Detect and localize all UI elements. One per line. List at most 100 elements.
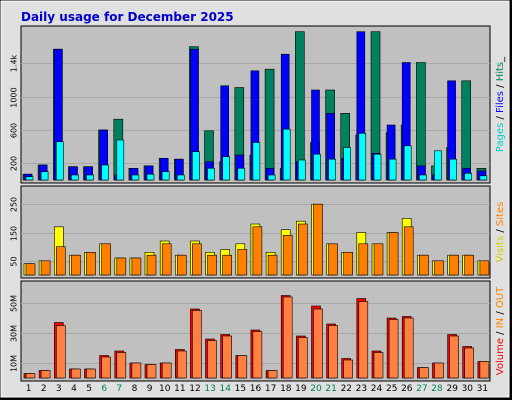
bar-out xyxy=(161,362,172,379)
bar-out xyxy=(131,362,142,379)
panel-hits: 200 600 1000 1.4k Pages / Files / Hits_ xyxy=(10,25,506,184)
axis-label-hits: Pages / Files / Hits_ xyxy=(495,56,506,152)
bar-sites xyxy=(282,235,293,276)
bar-pages xyxy=(192,151,200,181)
bar-out xyxy=(373,352,384,379)
axis-label-part: Sites xyxy=(495,202,506,226)
bar-pages xyxy=(282,128,291,181)
bar-pages xyxy=(101,164,109,181)
axis-label-part: IN xyxy=(495,318,506,328)
bar-out xyxy=(222,335,232,379)
axis-label-part: / xyxy=(495,226,506,236)
bar-hits xyxy=(461,80,472,181)
bar-sites xyxy=(267,254,278,276)
bar-hits xyxy=(264,68,275,181)
bar-sites xyxy=(479,260,490,276)
bar-out xyxy=(101,356,111,379)
day-label: 14 xyxy=(219,384,231,394)
bar-sites xyxy=(449,254,459,276)
tick-label: 200 xyxy=(10,156,19,171)
axis-label-part: Files xyxy=(495,91,506,113)
bar-pages xyxy=(177,174,185,181)
bar-out xyxy=(297,337,308,379)
bar-pages xyxy=(343,147,352,181)
bar-out xyxy=(207,340,217,379)
bar-sites xyxy=(252,226,263,276)
day-label: 30 xyxy=(462,384,474,394)
bar-sites xyxy=(388,232,399,276)
bar-out xyxy=(282,296,293,379)
day-label: 1 xyxy=(26,384,32,394)
series-pages xyxy=(25,128,488,181)
bar-sites xyxy=(403,226,414,276)
bar-pages xyxy=(131,174,140,181)
bar-sites xyxy=(358,243,369,276)
day-label: 3 xyxy=(56,384,62,394)
bar-pages xyxy=(464,173,473,181)
bar-hits xyxy=(416,62,426,181)
bar-sites xyxy=(464,254,475,276)
bar-out xyxy=(55,325,66,379)
bar-pages xyxy=(40,171,49,181)
day-label: 16 xyxy=(250,384,262,394)
day-label: 8 xyxy=(132,384,138,394)
day-label: 23 xyxy=(356,384,367,394)
bar-out xyxy=(358,301,369,379)
panel-volume: 10M 30M 50M Volume / IN / OUT xyxy=(10,280,506,382)
bar-pages xyxy=(161,171,170,181)
tick-label: 1000 xyxy=(10,87,19,107)
bar-out xyxy=(71,368,81,379)
bar-pages xyxy=(237,168,246,181)
bar-pages xyxy=(222,156,230,181)
bar-sites xyxy=(237,249,248,276)
tick-label: 50M xyxy=(10,295,19,312)
day-label: 13 xyxy=(204,384,215,394)
tick-label: 1.4k xyxy=(10,54,19,72)
tick-label: 10M xyxy=(10,355,19,372)
bar-sites xyxy=(40,260,51,276)
bar-sites xyxy=(116,257,127,276)
axis-label-part: Hits xyxy=(495,62,506,81)
bar-pages xyxy=(419,174,427,181)
day-label: 4 xyxy=(71,384,77,394)
day-label: 10 xyxy=(159,384,171,394)
bar-pages xyxy=(55,141,64,181)
chart-title: Daily usage for December 2025 xyxy=(21,10,234,24)
bar-pages xyxy=(86,174,94,181)
day-label: 26 xyxy=(401,384,413,394)
bar-sites xyxy=(222,254,232,276)
bar-out xyxy=(192,310,202,379)
bar-sites xyxy=(434,260,444,276)
bar-out xyxy=(146,364,157,379)
axis-label-part: Pages xyxy=(495,123,506,152)
bar-out xyxy=(267,370,278,379)
bar-pages xyxy=(313,153,321,181)
bar-out xyxy=(40,370,51,379)
day-label: 25 xyxy=(386,384,397,394)
day-label: 2 xyxy=(41,384,47,394)
bar-sites xyxy=(313,203,323,276)
bar-pages xyxy=(71,174,79,181)
bar-out xyxy=(328,325,338,379)
day-label: 31 xyxy=(477,384,488,394)
bar-pages xyxy=(403,145,412,181)
bar-out xyxy=(419,367,429,379)
bar-pages xyxy=(116,139,125,181)
bar-sites xyxy=(328,243,338,276)
bar-out xyxy=(177,350,187,379)
bar-out xyxy=(116,352,127,379)
axis-label-part: _ xyxy=(495,56,506,63)
bar-sites xyxy=(86,252,96,276)
bar-sites xyxy=(343,252,354,276)
day-label: 22 xyxy=(341,384,352,394)
bar-pages xyxy=(449,158,457,181)
bar-out xyxy=(237,355,248,379)
day-label: 19 xyxy=(295,384,307,394)
bar-out xyxy=(86,368,96,379)
day-label: 21 xyxy=(325,384,336,394)
axis-label-part: OUT xyxy=(495,286,506,308)
tick-label: 50 xyxy=(10,256,19,266)
bar-pages xyxy=(297,159,306,181)
bar-pages xyxy=(267,174,276,181)
